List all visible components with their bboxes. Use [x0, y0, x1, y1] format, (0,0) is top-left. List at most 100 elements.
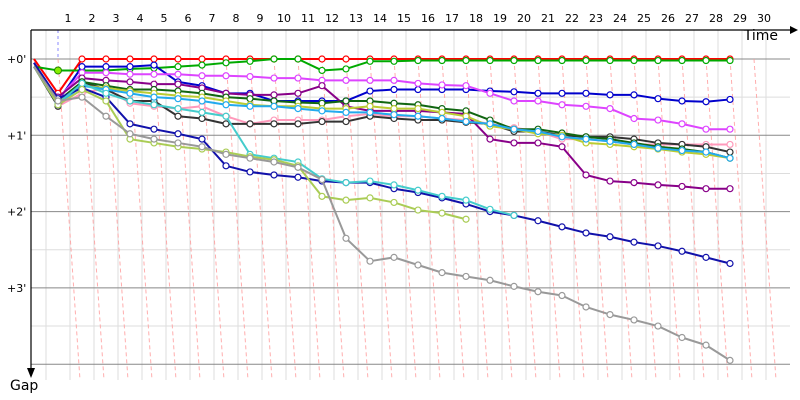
series-point — [294, 74, 302, 82]
x-tick-label: 23 — [589, 12, 603, 25]
series-point — [102, 55, 110, 63]
series-point — [390, 76, 398, 84]
x-tick-label: 12 — [325, 12, 339, 25]
series-point — [174, 55, 182, 63]
x-axis-title: Time — [743, 28, 778, 44]
series-point — [198, 143, 206, 151]
x-tick-label: 28 — [709, 12, 723, 25]
series-point — [606, 104, 614, 113]
series-point — [486, 89, 494, 97]
pace-line — [105, 58, 129, 381]
series-point — [366, 177, 374, 185]
series-point — [438, 114, 446, 123]
series-point — [342, 65, 350, 73]
series-point — [150, 93, 158, 101]
series-point — [78, 93, 86, 101]
series-point — [414, 186, 422, 194]
series-point — [342, 117, 350, 126]
series-line-6 — [33, 66, 730, 190]
x-tick-label: 27 — [685, 12, 699, 25]
series-point — [534, 217, 542, 225]
series-point — [246, 120, 254, 128]
x-tick-label: 4 — [137, 12, 144, 25]
series-point — [486, 56, 494, 65]
series-point — [222, 150, 230, 158]
series-point — [606, 137, 614, 146]
series-point — [462, 196, 470, 204]
series-point — [150, 55, 158, 63]
series-line-14 — [33, 66, 731, 362]
series-point — [510, 88, 518, 96]
series-point — [294, 104, 302, 113]
series-point — [246, 72, 254, 81]
series-point — [366, 257, 374, 265]
x-tick-label: 1 — [65, 12, 72, 25]
series-point — [246, 102, 254, 110]
pace-line — [729, 58, 753, 381]
pace-line — [489, 58, 513, 381]
series-point — [414, 85, 422, 94]
x-tick-label: 3 — [113, 12, 120, 25]
series-point — [246, 95, 254, 103]
series-point — [78, 85, 86, 94]
series-point — [486, 120, 494, 128]
x-tick-label: 19 — [493, 12, 507, 25]
series-point — [126, 130, 134, 138]
series-point — [582, 102, 590, 110]
x-tick-label: 25 — [637, 12, 651, 25]
x-tick-label: 30 — [757, 12, 771, 25]
pace-line — [369, 58, 393, 381]
series-point — [678, 56, 686, 65]
series-point — [582, 303, 590, 311]
series-point — [438, 81, 446, 89]
series-point — [342, 234, 350, 242]
x-tick-label: 18 — [469, 12, 483, 25]
series-point — [246, 154, 254, 162]
series-point — [78, 79, 86, 88]
highlight-point — [54, 66, 62, 75]
series-point — [414, 206, 422, 214]
x-tick-label: 29 — [733, 12, 747, 25]
series-point — [654, 95, 662, 103]
series-point — [102, 63, 110, 71]
series-point — [702, 56, 710, 65]
series-point — [270, 102, 278, 110]
pace-line — [537, 58, 561, 381]
series-point — [198, 135, 206, 143]
series-point — [390, 198, 398, 207]
y-tick-label: +0' — [7, 53, 26, 66]
series-point — [102, 97, 110, 105]
series-point — [126, 78, 134, 86]
x-tick-label: 15 — [397, 12, 411, 25]
series-line-3 — [33, 62, 731, 103]
pace-lines — [57, 30, 777, 381]
series-point — [294, 120, 302, 128]
x-tick-label: 13 — [349, 12, 363, 25]
series-point — [78, 63, 86, 71]
pace-line — [201, 58, 225, 381]
x-tick-label: 17 — [445, 12, 459, 25]
axes — [27, 26, 798, 378]
series-point — [702, 98, 710, 106]
pace-line — [633, 58, 657, 381]
x-tick-label: 14 — [373, 12, 387, 25]
series-point — [222, 120, 230, 128]
x-tick-label: 8 — [233, 12, 240, 25]
tick-labels: 1 2 3 4 5 6 7 8 9 10 11 12 13 14 15 16 17 18 19 20 21 22 23 24 2… — [7, 12, 771, 295]
series-point — [558, 56, 566, 65]
series-point — [630, 114, 638, 123]
series-point — [534, 127, 542, 136]
series-point — [342, 55, 350, 63]
pace-line — [705, 58, 729, 381]
x-tick-label: 6 — [185, 12, 192, 25]
series-line-11 — [33, 62, 731, 265]
series-point — [390, 253, 398, 261]
series-point — [678, 97, 686, 105]
series-point — [630, 179, 638, 187]
series-point — [390, 111, 398, 119]
series-point — [318, 66, 326, 75]
x-tick-label: 20 — [517, 12, 531, 25]
x-tick-label: 10 — [277, 12, 291, 25]
series-point — [270, 120, 278, 128]
series-point — [390, 104, 398, 113]
